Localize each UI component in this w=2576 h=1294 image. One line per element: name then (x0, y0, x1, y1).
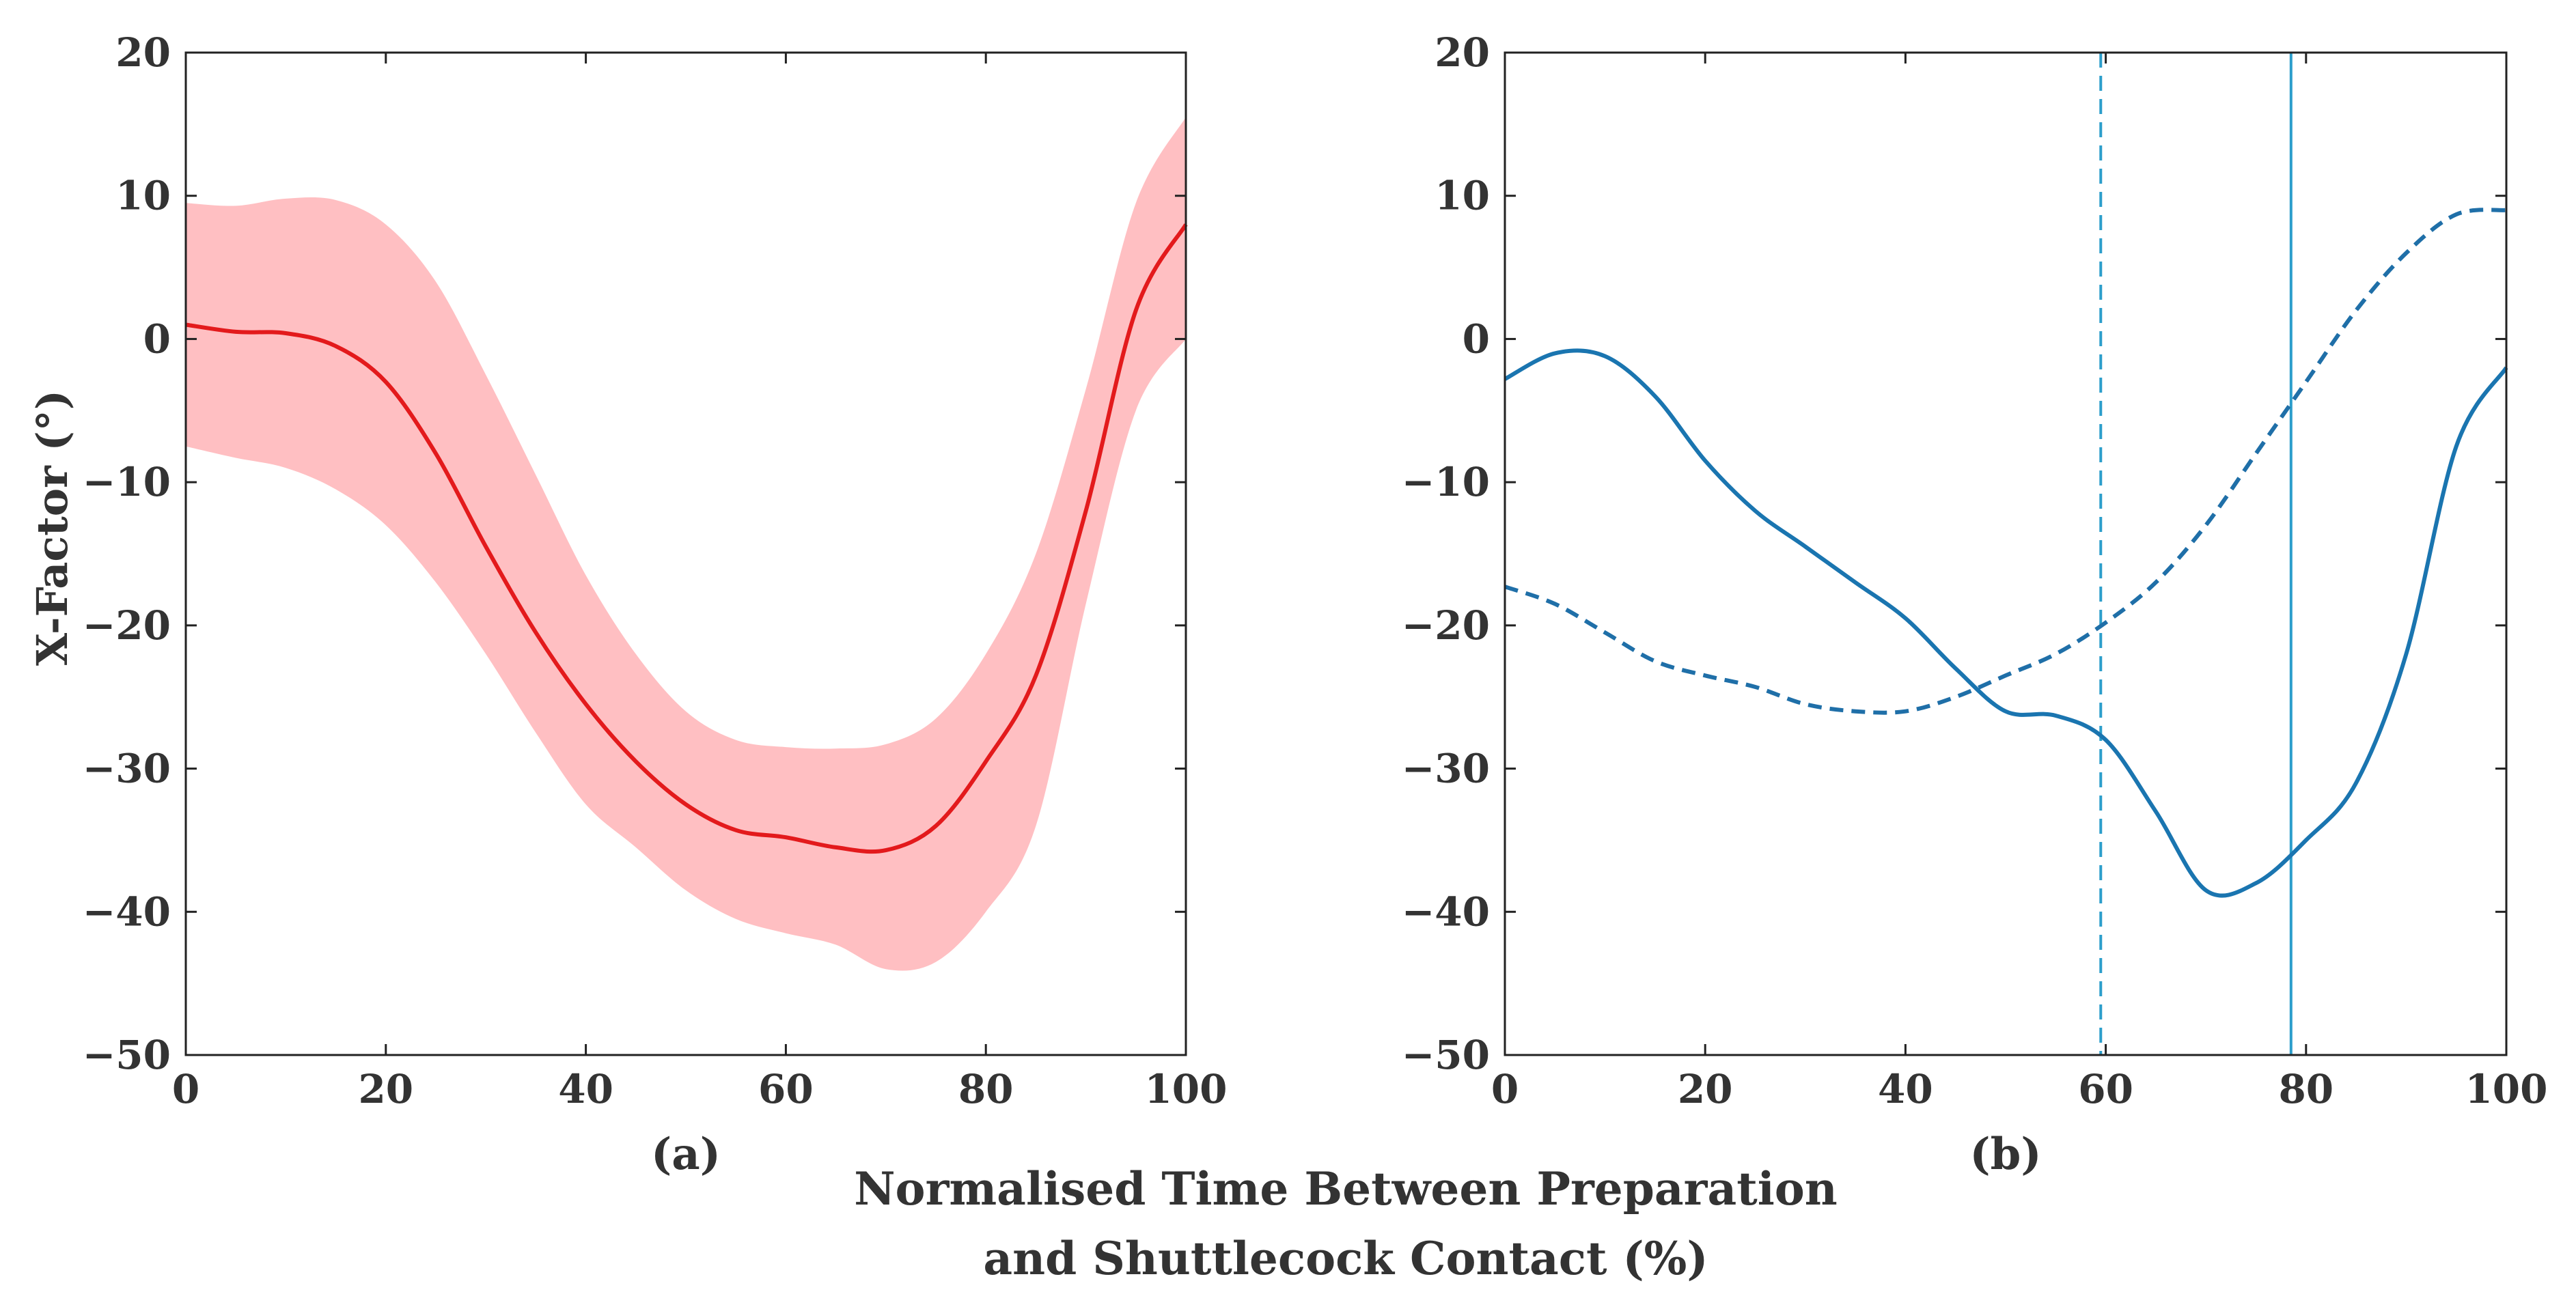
y-tick-label: 0 (143, 315, 171, 362)
tick-layer (184, 51, 1187, 1056)
x-tick-label: 60 (758, 1066, 814, 1112)
y-tick-label: 10 (115, 173, 171, 219)
panel-label-a: (a) (651, 1129, 721, 1180)
y-tick-label: 10 (1435, 173, 1490, 219)
tick-layer (1504, 51, 2508, 1056)
y-tick-label: 20 (115, 29, 171, 76)
y-tick-label: −10 (1402, 459, 1490, 505)
axes-box (184, 51, 1187, 1056)
y-tick-label: −10 (83, 459, 171, 505)
series-layer (185, 223, 1188, 854)
x-tick-label: 40 (1878, 1066, 1933, 1112)
y-tick-label: −50 (83, 1032, 171, 1078)
confidence-band (186, 117, 1186, 971)
event-marker-layer (2099, 53, 2293, 1055)
x-tick-label: 80 (958, 1066, 1014, 1112)
x-axis-label-line-1: Normalised Time Between Preparation (854, 1162, 1838, 1215)
y-tick-label: −30 (83, 746, 171, 792)
x-tick-label: 0 (1491, 1066, 1519, 1112)
y-tick-label: −20 (83, 602, 171, 649)
x-tick-label: 100 (1144, 1066, 1227, 1112)
x-tick-label: 0 (172, 1066, 199, 1112)
series-layer (1504, 208, 2508, 898)
y-tick-label: −30 (1402, 746, 1490, 792)
series-line-solid (185, 223, 1188, 854)
x-tick-label: 100 (2465, 1066, 2547, 1112)
x-tick-label: 80 (2278, 1066, 2333, 1112)
y-tick-label: −40 (1402, 888, 1490, 935)
series-line-solid (1504, 348, 2508, 898)
y-tick-label: −40 (83, 888, 171, 935)
x-tick-label: 20 (358, 1066, 413, 1112)
x-tick-label: 20 (1678, 1066, 1733, 1112)
y-tick-label: −50 (1402, 1032, 1490, 1078)
x-tick-label: 40 (558, 1066, 613, 1112)
x-axis-label-line-2: and Shuttlecock Contact (%) (983, 1232, 1708, 1285)
y-axis-label: X-Factor (°) (27, 390, 77, 666)
panel-label-b: (b) (1969, 1129, 2041, 1180)
confidence-band-layer (186, 117, 1186, 971)
y-tick-label: −20 (1402, 602, 1490, 649)
axes-box (1504, 51, 2508, 1056)
x-tick-label: 60 (2078, 1066, 2133, 1112)
y-tick-label: 20 (1435, 29, 1490, 76)
y-tick-label: 0 (1463, 315, 1490, 362)
series-line-dashed (1504, 208, 2507, 715)
